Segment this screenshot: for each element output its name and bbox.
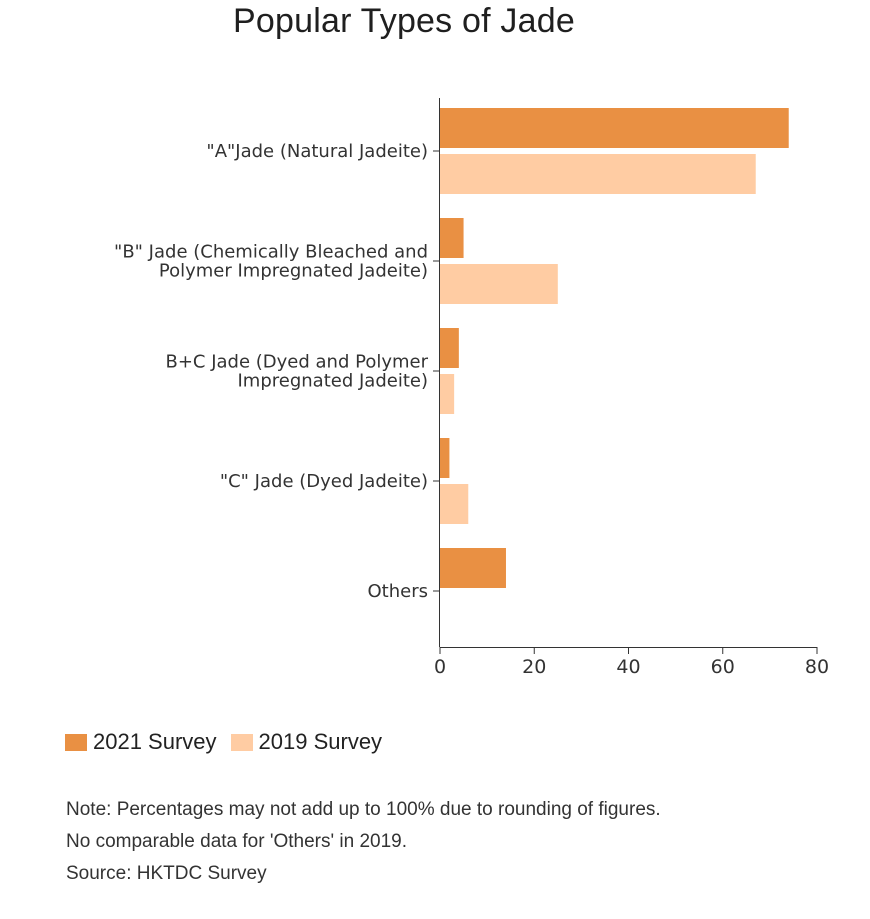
bar-2019-0 (440, 154, 756, 194)
bar-2019-3 (440, 484, 469, 524)
bar-2021-2 (440, 328, 459, 368)
y-tick-label-line: B+C Jade (Dyed and Polymer (165, 351, 428, 372)
bar-2021-4 (440, 548, 506, 588)
y-tick-label-2: B+C Jade (Dyed and Polymer Impregnated Ja… (165, 351, 428, 391)
legend-item-2021: 2021 Survey (65, 729, 217, 755)
legend-swatch-2019 (230, 733, 253, 751)
y-tick-label-line: "C" Jade (Dyed Jadeite) (220, 471, 428, 492)
legend-swatch-2021 (65, 733, 87, 751)
x-tick-label-3: 60 (711, 656, 735, 678)
chart-notes: Note: Percentages may not add up to 100%… (66, 794, 661, 890)
chart-title: Popular Types of Jade (233, 2, 575, 40)
bar-2019-1 (440, 264, 558, 304)
y-tick-label-0: "A"Jade (Natural Jadeite) (206, 141, 428, 162)
y-tick-label-3: "C" Jade (Dyed Jadeite) (220, 471, 428, 492)
y-tick-label-4: Others (368, 581, 429, 602)
bar-2021-1 (440, 218, 464, 258)
bar-2021-3 (440, 438, 450, 478)
bar-2019-2 (440, 374, 455, 414)
y-tick-label-line: Others (368, 581, 429, 602)
note-source: Source: HKTDC Survey (66, 863, 267, 884)
y-tick-label-line: "A"Jade (Natural Jadeite) (206, 141, 428, 162)
x-tick-label-0: 0 (434, 656, 446, 678)
bar-2021-0 (440, 108, 789, 148)
x-tick-label-4: 80 (805, 656, 829, 678)
legend-item-2019: 2019 Survey (230, 729, 383, 755)
y-tick-label-1: "B" Jade (Chemically Bleached and Polymer… (114, 241, 428, 281)
note-others: No comparable data for 'Others' in 2019. (66, 831, 407, 852)
legend: 2021 Survey 2019 Survey (65, 729, 396, 755)
x-tick-label-2: 40 (616, 656, 640, 678)
legend-label-2019: 2019 Survey (258, 729, 383, 754)
legend-label-2021: 2021 Survey (93, 729, 217, 754)
bar-chart: "A"Jade (Natural Jadeite) "B" Jade (Chemi… (114, 98, 829, 678)
y-tick-label-line: Polymer Impregnated Jadeite) (159, 260, 428, 281)
y-tick-label-line: Impregnated Jadeite) (238, 370, 429, 391)
y-tick-label-line: "B" Jade (Chemically Bleached and (114, 241, 428, 262)
note-rounding: Note: Percentages may not add up to 100%… (66, 799, 661, 820)
x-tick-label-1: 20 (522, 656, 546, 678)
